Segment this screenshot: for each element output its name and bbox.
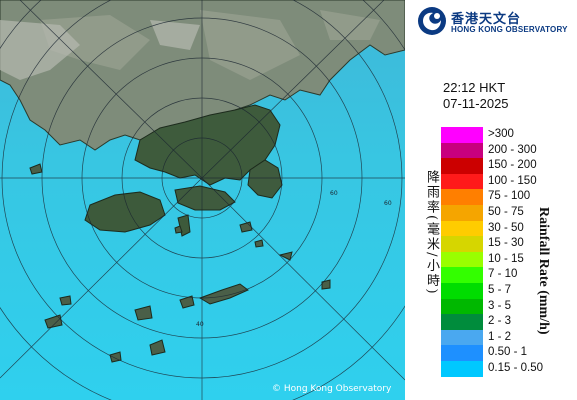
legend-label: 15 - 30 [488,237,524,250]
legend-label: 10 - 15 [488,252,524,265]
radar-map: 60 60 40 © Hong Kong Observatory [0,0,405,400]
legend-swatch [441,173,483,190]
legend-label: 30 - 50 [488,221,524,234]
radar-time: 22:12 HKT [443,80,506,95]
legend-swatch [441,345,483,361]
legend-swatch [441,314,483,330]
radar-date: 07-11-2025 [443,96,509,111]
hko-emblem-icon [418,7,446,35]
legend-swatch [441,158,483,174]
legend-swatch [441,204,483,221]
legend-label: 75 - 100 [488,190,531,203]
sai-kung-landmass [247,159,283,199]
legend-swatch [441,267,483,283]
legend-title-cn: 降雨率(毫米/小時) [424,170,439,296]
legend-swatch [441,298,483,315]
logo-name-en: HONG KONG OBSERVATORY [451,25,568,34]
logo-name-cn: 香港天文台 [451,12,522,27]
range-label: 40 [196,321,204,328]
range-ring-labels: 60 60 40 [196,190,392,328]
legend-label: 150 - 200 [488,159,537,172]
legend-swatch [441,360,483,377]
legend-swatch [441,251,483,268]
legend-panel: 香港天文台 HONG KONG OBSERVATORY 22:12 HKT 07… [405,0,577,400]
legend-swatch [441,142,483,159]
urban-area [0,20,200,80]
legend-swatch [441,189,483,205]
legend-label: 0.50 - 1 [488,346,527,359]
mainland-texture [40,10,380,80]
legend-swatch [441,220,483,237]
legend-title-en: Rainfall Rate (mm/h) [536,207,551,335]
legend-label: 5 - 7 [488,283,512,296]
legend-label: 7 - 10 [488,268,518,281]
legend-label: >300 [488,128,514,140]
range-label: 60 [384,200,392,207]
legend-swatch [441,282,483,299]
legend-label: 0.15 - 0.50 [488,361,543,374]
legend-label: 1 - 2 [488,330,512,343]
legend-swatch [441,329,483,346]
radar-map-canvas: 60 60 40 [0,0,405,400]
legend-label: 2 - 3 [488,315,512,328]
hko-logo: 香港天文台 HONG KONG OBSERVATORY [417,4,577,38]
range-label: 60 [330,190,338,197]
legend-swatch [441,127,483,143]
hk-island [174,185,236,211]
legend-label: 200 - 300 [488,143,537,156]
lantau-island [84,191,166,233]
range-rings [0,0,405,400]
legend-label: 100 - 150 [488,174,537,187]
legend-swatch [441,236,483,252]
copyright-notice: © Hong Kong Observatory [272,384,392,394]
legend-label: 50 - 75 [488,205,524,218]
outlying-islands [29,163,331,363]
legend-label: 3 - 5 [488,299,512,312]
